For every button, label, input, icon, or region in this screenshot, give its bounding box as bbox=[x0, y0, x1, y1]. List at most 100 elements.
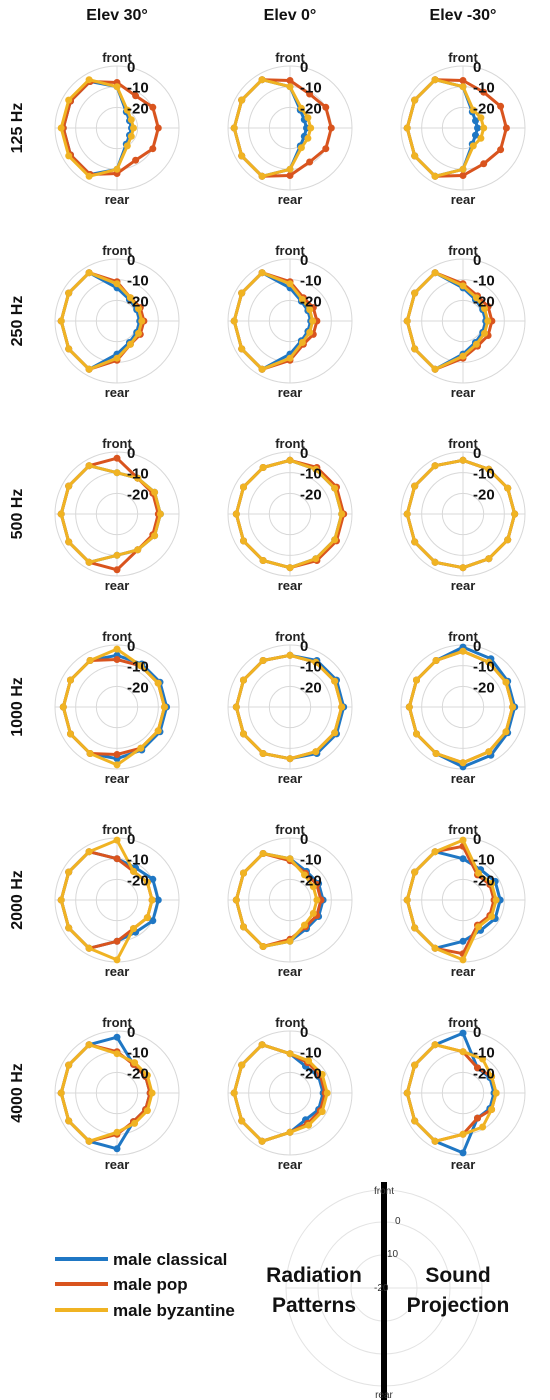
radial-tick-label: -20 bbox=[300, 1065, 322, 1082]
schematic-rear-label: rear bbox=[375, 1390, 393, 1400]
data-point bbox=[312, 465, 320, 473]
data-point bbox=[484, 317, 492, 325]
data-point bbox=[131, 1059, 139, 1067]
data-point bbox=[132, 156, 140, 164]
radial-tick-label: 0 bbox=[300, 831, 308, 848]
data-point bbox=[113, 1145, 121, 1153]
data-point bbox=[230, 124, 238, 132]
data-point bbox=[113, 1128, 121, 1136]
data-point bbox=[432, 657, 440, 664]
data-point bbox=[485, 465, 493, 473]
column-title: Elev 0° bbox=[264, 7, 317, 24]
data-point bbox=[113, 551, 121, 559]
row-title: 2000 Hz bbox=[9, 870, 26, 930]
data-point bbox=[85, 1137, 93, 1145]
polar-panel: 0 -10 -20 front rear bbox=[400, 1015, 526, 1172]
radial-tick-label: -10 bbox=[473, 466, 495, 483]
data-point bbox=[85, 462, 93, 470]
polar-panel: 0 -10 -20 front rear bbox=[54, 243, 180, 400]
data-point bbox=[331, 677, 339, 685]
data-point bbox=[232, 896, 240, 904]
data-point bbox=[475, 923, 482, 931]
data-point bbox=[475, 869, 482, 877]
data-point bbox=[238, 345, 246, 353]
data-point bbox=[65, 924, 73, 932]
data-point bbox=[509, 703, 517, 711]
data-point bbox=[480, 160, 488, 168]
data-point bbox=[411, 96, 419, 104]
data-point bbox=[286, 855, 294, 863]
data-point bbox=[306, 158, 314, 166]
radial-tick-label: -20 bbox=[473, 486, 495, 503]
radial-tick-label: -20 bbox=[127, 679, 149, 696]
data-point bbox=[323, 1089, 331, 1097]
data-point bbox=[85, 76, 93, 84]
legend-item: male pop bbox=[55, 1275, 188, 1294]
polar-panel: 0 -10 -20 front rear bbox=[227, 50, 353, 207]
rear-label: rear bbox=[278, 385, 303, 400]
data-point bbox=[113, 1033, 121, 1041]
data-point bbox=[469, 106, 477, 114]
data-point bbox=[85, 848, 93, 856]
data-point bbox=[135, 305, 142, 313]
legend-item: male byzantine bbox=[55, 1301, 235, 1320]
legend-label: male byzantine bbox=[113, 1301, 235, 1320]
data-point bbox=[480, 88, 488, 96]
data-point bbox=[403, 317, 411, 325]
data-point bbox=[65, 152, 73, 160]
data-point bbox=[259, 657, 267, 664]
radial-tick-label: 0 bbox=[300, 445, 308, 462]
data-point bbox=[431, 1137, 439, 1145]
data-point bbox=[230, 1089, 238, 1097]
radial-tick-label: -20 bbox=[300, 679, 322, 696]
data-point bbox=[459, 956, 467, 964]
data-point bbox=[85, 1041, 93, 1049]
radial-tick-label: 0 bbox=[300, 1024, 308, 1041]
data-point bbox=[502, 678, 510, 686]
rear-label: rear bbox=[451, 385, 476, 400]
data-point bbox=[259, 750, 267, 757]
front-label: front bbox=[448, 1015, 478, 1030]
data-point bbox=[459, 1130, 467, 1138]
data-point bbox=[309, 317, 317, 325]
data-point bbox=[113, 83, 121, 91]
polar-panel: 0 -10 -20 front rear bbox=[54, 629, 180, 786]
data-point bbox=[301, 871, 308, 879]
data-point bbox=[85, 944, 93, 952]
data-point bbox=[297, 104, 305, 112]
data-point bbox=[479, 1055, 487, 1063]
polar-panel: 0 -10 -20 front rear bbox=[400, 822, 526, 979]
front-label: front bbox=[275, 436, 305, 451]
data-point bbox=[477, 134, 485, 142]
data-point bbox=[65, 1061, 73, 1069]
data-point bbox=[65, 289, 73, 297]
data-point bbox=[312, 658, 320, 666]
legend-label: male pop bbox=[113, 1275, 188, 1294]
data-point bbox=[154, 896, 162, 904]
rear-label: rear bbox=[451, 1157, 476, 1172]
data-point bbox=[143, 1107, 151, 1115]
data-point bbox=[312, 748, 320, 756]
data-point bbox=[132, 92, 140, 100]
data-point bbox=[148, 1089, 156, 1097]
polar-panel: 0 -10 -20 front rear bbox=[227, 243, 353, 400]
data-point bbox=[65, 345, 73, 353]
data-point bbox=[431, 76, 439, 84]
polar-panel: 0 -10 -20 front rear bbox=[400, 243, 526, 400]
data-point bbox=[481, 329, 488, 337]
polar-panel: 0 -10 -20 front rear bbox=[54, 822, 180, 979]
data-point bbox=[151, 532, 159, 540]
radial-tick-label: -10 bbox=[300, 273, 322, 290]
data-point bbox=[149, 917, 157, 925]
data-point bbox=[259, 464, 267, 471]
data-point bbox=[230, 317, 238, 325]
schematic-left-line: Patterns bbox=[272, 1294, 356, 1317]
data-point bbox=[431, 462, 439, 470]
front-label: front bbox=[448, 436, 478, 451]
data-point bbox=[502, 124, 510, 132]
radial-tick-label: 0 bbox=[473, 252, 481, 269]
data-point bbox=[238, 96, 246, 104]
data-point bbox=[459, 1029, 467, 1037]
data-point bbox=[286, 1050, 294, 1058]
radial-tick-label: 0 bbox=[473, 638, 481, 655]
